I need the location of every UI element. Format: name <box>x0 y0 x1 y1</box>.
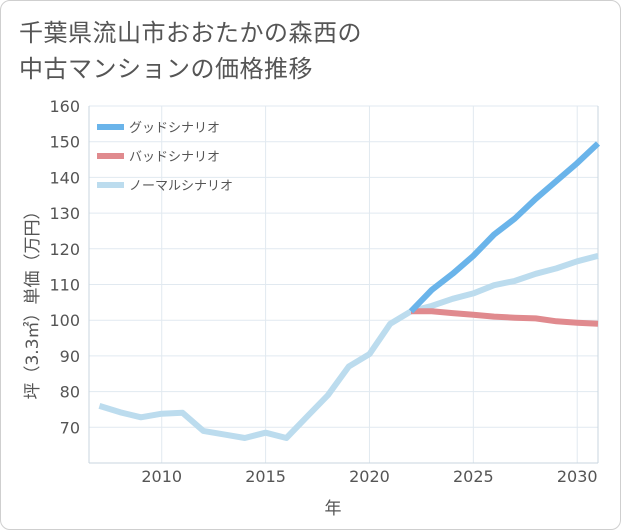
y-axis-label: 坪（3.3㎡）単価（万円） <box>23 202 43 399</box>
y-tick-label: 160 <box>49 97 80 116</box>
legend-label-0: グッドシナリオ <box>129 121 220 136</box>
y-tick-label: 70 <box>60 418 80 437</box>
chart-title: 千葉県流山市おおたかの森西の 中古マンションの価格推移 <box>19 15 362 87</box>
x-tick-label: 2010 <box>141 467 182 486</box>
chart-title-line-1: 千葉県流山市おおたかの森西の <box>19 19 362 47</box>
x-axis-label: 年 <box>325 499 342 519</box>
y-tick-label: 150 <box>49 133 80 152</box>
legend-label-2: ノーマルシナリオ <box>129 179 233 194</box>
y-tick-label: 100 <box>49 311 80 330</box>
y-tick-label: 80 <box>60 383 80 402</box>
y-tick-label: 90 <box>60 347 80 366</box>
x-tick-label: 2015 <box>245 467 286 486</box>
x-tick-label: 2025 <box>453 467 494 486</box>
series-line-2 <box>98 252 599 441</box>
x-tick-label: 2030 <box>557 467 598 486</box>
x-tick-label: 2020 <box>349 467 390 486</box>
axes: 70 80 90 100 110 120 130 140 150 160 2010 2015 2020 2… <box>49 97 599 486</box>
series-line-0 <box>408 141 601 314</box>
chart-title-line-2: 中古マンションの価格推移 <box>19 55 313 83</box>
y-tick-label: 110 <box>49 276 80 295</box>
y-tick-label: 140 <box>49 168 80 187</box>
y-tick-label: 130 <box>49 204 80 223</box>
grid <box>89 105 598 463</box>
y-tick-label: 120 <box>49 240 80 259</box>
series-lines <box>98 141 601 441</box>
series-line-1 <box>411 308 599 327</box>
legend-label-1: バッドシナリオ <box>129 150 220 165</box>
